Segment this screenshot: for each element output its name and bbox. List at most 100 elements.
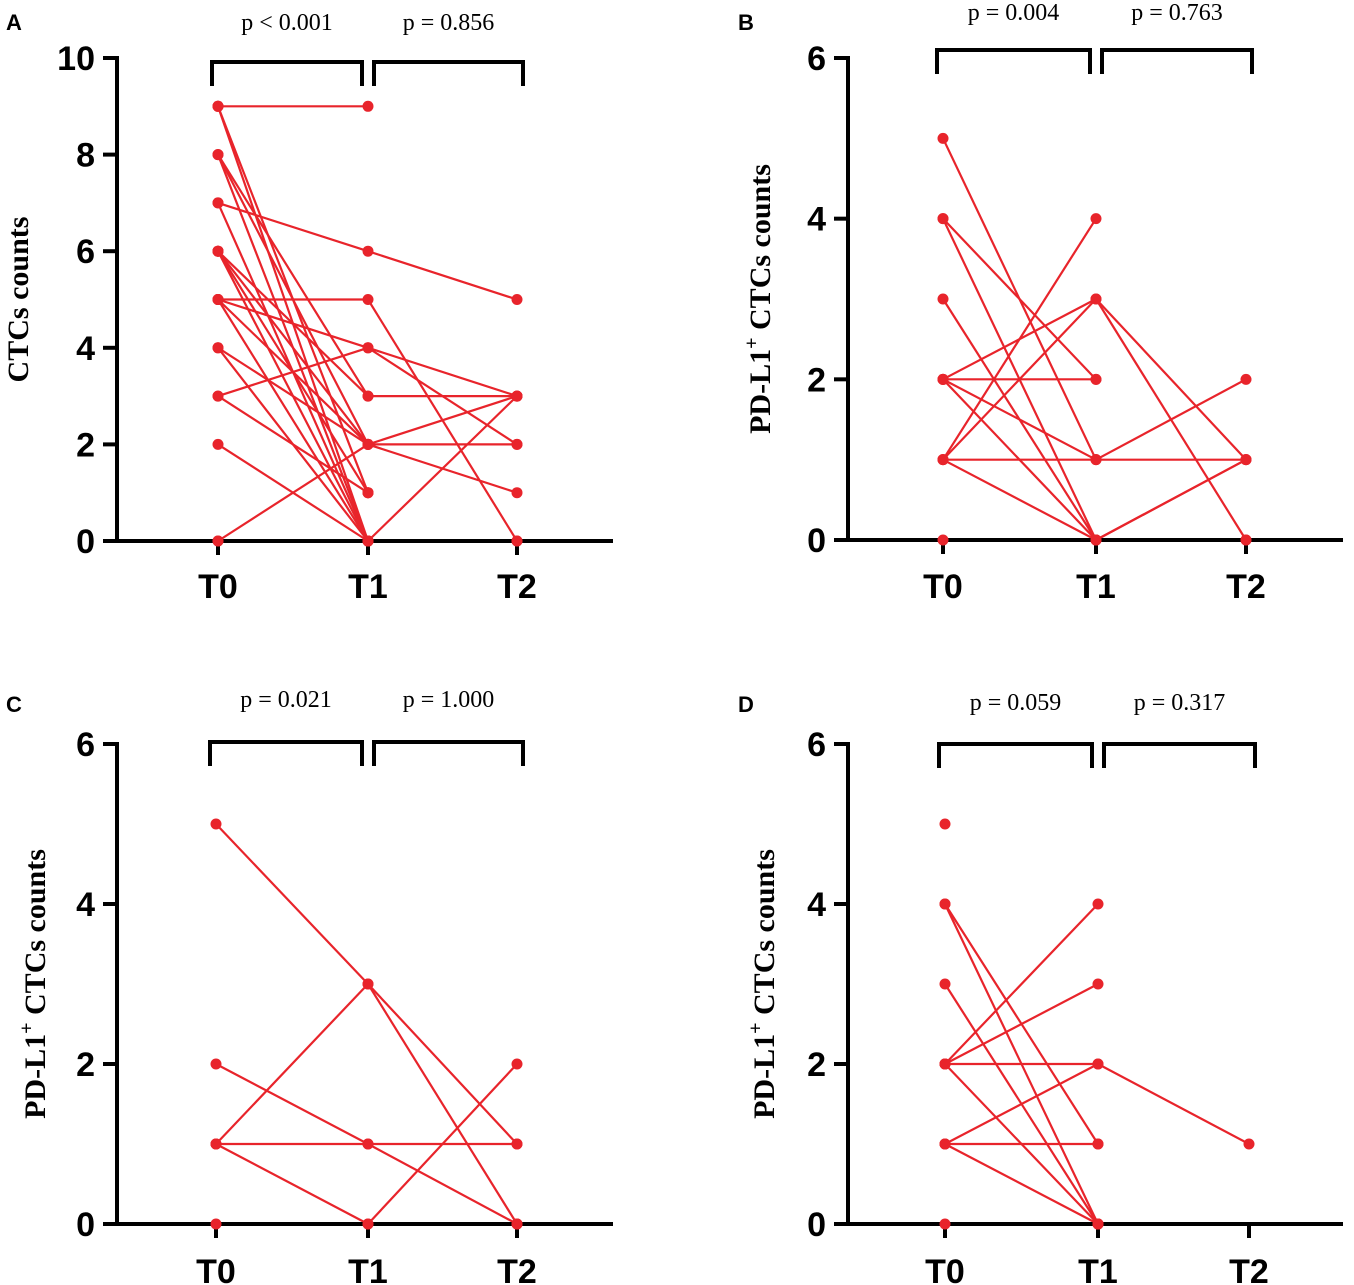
series-line-segment <box>944 903 1099 1065</box>
panel-letter: C <box>6 692 22 717</box>
x-tick-label: T1 <box>1078 1253 1118 1285</box>
y-tick-label: 2 <box>807 1046 826 1084</box>
x-tick-label: T1 <box>1076 568 1116 606</box>
y-axis-label: PD-L1+ CTCs counts <box>16 849 52 1119</box>
significance-bracket <box>372 740 525 766</box>
data-point <box>212 100 224 112</box>
y-tick-label: 6 <box>807 726 826 764</box>
data-point <box>362 342 374 354</box>
panel-letter: D <box>738 692 754 717</box>
y-tick-label: 2 <box>76 426 95 464</box>
series-line-segment <box>215 1063 369 1145</box>
x-tick-label: T1 <box>348 1253 388 1285</box>
data-point <box>1092 1218 1104 1230</box>
data-point <box>511 535 523 547</box>
series-line-segment <box>217 443 369 542</box>
series-line-segment <box>367 983 518 1145</box>
data-point <box>210 818 222 830</box>
series-line-segment <box>217 250 369 446</box>
x-tick-label: T2 <box>497 568 537 606</box>
data-point <box>212 245 224 257</box>
y-axis-label: CTCs counts <box>2 217 35 383</box>
data-point <box>362 1218 374 1230</box>
data-point <box>1090 213 1102 225</box>
data-point <box>1092 898 1104 910</box>
p-value-label: p = 0.021 <box>240 687 332 713</box>
y-tick-label: 4 <box>76 330 95 368</box>
significance-bracket <box>937 742 1094 768</box>
data-point <box>212 294 224 305</box>
data-point <box>1090 293 1102 305</box>
data-point <box>1090 454 1102 466</box>
series-line-segment <box>942 458 1097 541</box>
data-point <box>1240 373 1252 385</box>
data-point <box>511 487 523 499</box>
series-line-segment <box>942 298 1097 461</box>
series-line-segment <box>367 443 518 494</box>
series-line-segment <box>215 823 369 985</box>
data-point <box>212 438 224 450</box>
significance-bracket <box>372 60 525 86</box>
data-point <box>1090 534 1102 546</box>
series-line-segment <box>217 346 369 446</box>
series-line-segment <box>942 217 1097 381</box>
data-point <box>939 818 951 830</box>
data-point <box>939 898 951 910</box>
p-value-label: p = 0.763 <box>1131 0 1223 26</box>
series-line-segment <box>215 1143 369 1225</box>
data-point <box>937 293 949 305</box>
data-point <box>511 438 523 450</box>
y-tick-label: 0 <box>76 523 95 561</box>
p-value-label: p = 0.004 <box>968 0 1060 26</box>
data-point <box>210 1138 222 1150</box>
y-tick-label: 4 <box>76 886 95 924</box>
panel-b: B PD-L1+ CTCs counts 0 2 4 6 T0 T1 T2 p = 0.004 p … <box>738 0 1343 606</box>
data-point <box>212 197 224 209</box>
p-value-label: p = 0.317 <box>1134 690 1226 716</box>
y-tick-label: 2 <box>807 361 826 399</box>
data-point <box>212 149 224 161</box>
series-line-segment <box>217 346 369 398</box>
p-value-label: p = 0.856 <box>403 10 495 36</box>
series-line-segment <box>944 1063 1099 1145</box>
data-point <box>937 454 949 466</box>
y-tick-label: 4 <box>807 886 826 924</box>
series-line-segment <box>367 346 518 398</box>
y-tick-label: 6 <box>807 40 826 78</box>
data-point <box>939 1058 951 1070</box>
data-point <box>511 294 523 305</box>
data-point <box>511 1218 523 1230</box>
series-line-segment <box>367 395 518 446</box>
data-point <box>362 535 374 547</box>
p-value-label: p = 0.059 <box>970 690 1062 716</box>
data-point <box>212 535 224 547</box>
series-line-segment <box>217 201 369 253</box>
data-point <box>212 342 224 354</box>
data-point <box>937 373 949 385</box>
panel-letter: A <box>6 10 22 35</box>
data-point <box>511 1138 523 1150</box>
data-point <box>362 245 374 257</box>
data-point <box>362 294 374 305</box>
data-point <box>362 487 374 499</box>
data-point <box>1092 1058 1104 1070</box>
series-line-segment <box>1097 1063 1250 1145</box>
data-point <box>939 1218 951 1230</box>
data-point <box>362 438 374 450</box>
data-point <box>511 1058 523 1070</box>
x-tick-label: T0 <box>925 1253 965 1285</box>
x-tick-label: T2 <box>1229 1253 1269 1285</box>
series-line-segment <box>217 154 369 397</box>
y-tick-label: 0 <box>807 1206 826 1244</box>
series-line-segment <box>1095 298 1247 541</box>
y-tick-label: 0 <box>76 1206 95 1244</box>
data-point <box>1092 1138 1104 1150</box>
series-line-segment <box>217 298 369 349</box>
data-point <box>362 100 374 112</box>
series-line-segment <box>217 395 369 494</box>
y-tick-label: 4 <box>807 201 826 239</box>
y-axis-label: PD-L1+ CTCs counts <box>745 849 781 1119</box>
x-tick-label: T2 <box>1226 568 1266 606</box>
p-value-label: p = 1.000 <box>403 687 495 713</box>
panel-c: C PD-L1+ CTCs counts 0 2 4 6 T0 T1 T2 p = 0.021 p … <box>6 687 613 1285</box>
